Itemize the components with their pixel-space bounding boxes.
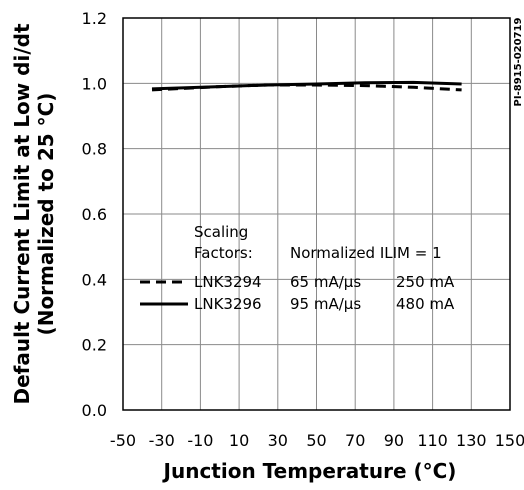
legend-name-lnk3294: LNK3294 (194, 273, 262, 291)
y-tick-label: 1.0 (82, 74, 107, 93)
y-tick-label: 1.2 (82, 9, 107, 28)
legend-ilim-lnk3296: 480 mA (396, 295, 455, 313)
figure-code: PI-8915-020719 (513, 17, 524, 106)
legend-header-note: Normalized ILIM = 1 (290, 244, 442, 262)
x-tick-label: 150 (495, 431, 524, 450)
y-tick-label: 0.2 (82, 336, 107, 355)
legend: Scaling Factors: Normalized ILIM = 1 LNK… (140, 223, 455, 313)
x-tick-label: -10 (187, 431, 213, 450)
legend-rate-lnk3294: 65 mA/μs (290, 273, 361, 291)
grid-lines (123, 18, 510, 410)
x-tick-labels: -50 -30 -10 10 30 50 70 90 110 130 150 (110, 431, 524, 450)
y-tick-label: 0.0 (82, 401, 107, 420)
x-tick-label: 130 (456, 431, 487, 450)
x-tick-label: 110 (417, 431, 448, 450)
x-tick-label: 30 (268, 431, 288, 450)
x-tick-label: -50 (110, 431, 136, 450)
y-axis-title-line1: Default Current Limit at Low di/dt (10, 23, 34, 405)
x-tick-label: 70 (345, 431, 365, 450)
series-lines (151, 80, 462, 92)
y-tick-label: 0.4 (82, 270, 107, 289)
y-axis-title-line2: (Normalized to 25 °C) (34, 93, 58, 336)
legend-rate-lnk3296: 95 mA/μs (290, 295, 361, 313)
plot-frame (122, 17, 511, 411)
series-line-lnk3296 (151, 80, 462, 91)
legend-header-line1: Scaling (194, 223, 248, 241)
x-tick-label: -30 (149, 431, 175, 450)
y-tick-label: 0.6 (82, 205, 107, 224)
x-tick-label: 50 (306, 431, 326, 450)
x-tick-label: 90 (384, 431, 404, 450)
x-axis-title: Junction Temperature (°C) (162, 459, 457, 483)
y-tick-label: 0.8 (82, 140, 107, 159)
legend-header-line2: Factors: (194, 244, 253, 262)
legend-ilim-lnk3294: 250 mA (396, 273, 455, 291)
y-tick-labels: 0.0 0.2 0.4 0.6 0.8 1.0 1.2 (82, 9, 107, 420)
legend-name-lnk3296: LNK3296 (194, 295, 262, 313)
x-tick-label: 10 (229, 431, 249, 450)
